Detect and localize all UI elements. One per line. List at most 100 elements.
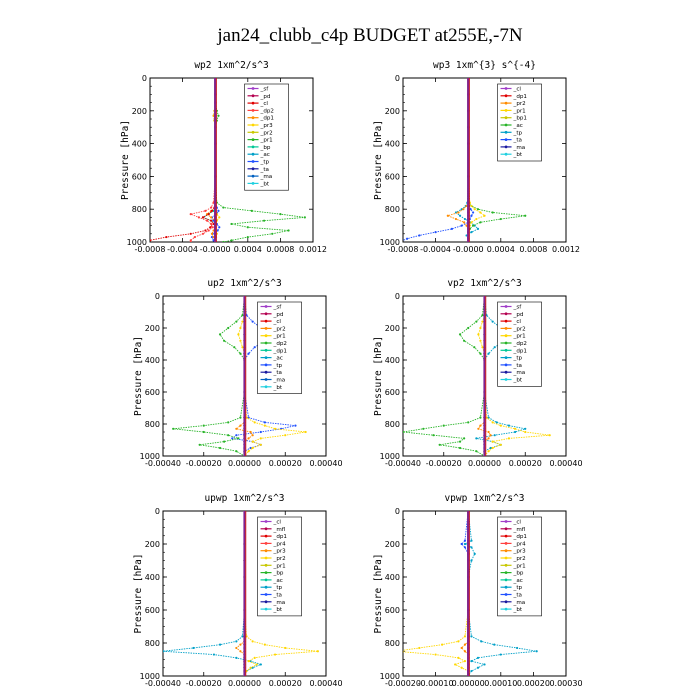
data-point bbox=[458, 446, 462, 450]
x-tick-label: -0.00040 bbox=[385, 459, 421, 468]
legend-marker bbox=[264, 327, 268, 330]
data-point bbox=[479, 326, 482, 330]
legend: _sf_pd_cl_pr2 _pr1_dp2_dp1 _tp_ta_ma _bt bbox=[497, 301, 542, 387]
data-point bbox=[251, 666, 254, 669]
data-point bbox=[237, 333, 240, 336]
data-point bbox=[479, 352, 482, 355]
legend-marker bbox=[504, 542, 508, 545]
data-point bbox=[462, 208, 465, 211]
y-tick-label: 800 bbox=[385, 420, 400, 429]
data-point bbox=[493, 346, 496, 349]
data-point bbox=[259, 437, 262, 440]
data-point bbox=[513, 427, 517, 430]
y-tick-label: 600 bbox=[145, 388, 160, 397]
data-point bbox=[239, 352, 242, 355]
legend-label: _bt bbox=[513, 152, 523, 158]
data-point bbox=[457, 211, 460, 214]
data-point bbox=[495, 421, 498, 424]
data-point bbox=[460, 666, 463, 669]
data-point bbox=[457, 640, 460, 643]
data-point bbox=[454, 217, 458, 221]
legend: _sf_pd_cl_pr2 _pr1_dp2_dp1 _ac_tp_ta _ma_bt bbox=[257, 301, 302, 394]
x-tick-label: 0.0008 bbox=[266, 245, 294, 254]
legend-label: _cl bbox=[273, 520, 282, 526]
y-tick-label: 400 bbox=[385, 140, 400, 149]
legend-marker bbox=[251, 145, 255, 149]
data-point bbox=[303, 216, 306, 219]
data-point bbox=[479, 221, 482, 224]
data-point bbox=[463, 339, 466, 342]
legend: _cl_dp1_pr2_pr1 _bp1_ac_tp _ta_ma_bt bbox=[497, 83, 542, 162]
data-point bbox=[172, 427, 175, 430]
data-point bbox=[463, 635, 467, 638]
legend-marker bbox=[251, 116, 255, 120]
data-point bbox=[150, 239, 152, 242]
x-tick-label: 0.0004 bbox=[234, 245, 262, 254]
data-point bbox=[212, 653, 216, 656]
panel-title: wp2 1xm^2/s^3 bbox=[194, 60, 268, 71]
data-point bbox=[403, 430, 405, 434]
legend-label: _pr2 bbox=[513, 556, 526, 562]
legend-marker bbox=[264, 305, 268, 308]
y-axis-label: Pressure [hPa] bbox=[133, 553, 144, 633]
legend-marker bbox=[504, 363, 508, 367]
data-point bbox=[239, 416, 242, 419]
data-point bbox=[491, 446, 494, 450]
data-point bbox=[218, 333, 222, 336]
legend-marker bbox=[504, 341, 508, 345]
data-point bbox=[230, 239, 233, 242]
legend-marker bbox=[251, 160, 255, 163]
data-point bbox=[210, 206, 213, 209]
x-tick-label: 0.00000 bbox=[468, 459, 501, 468]
y-tick-label: 200 bbox=[385, 540, 400, 549]
data-point bbox=[189, 240, 192, 242]
data-point bbox=[205, 213, 209, 216]
legend-marker bbox=[504, 130, 508, 134]
data-point bbox=[470, 635, 473, 638]
data-point bbox=[479, 211, 482, 214]
data-point bbox=[251, 446, 254, 450]
data-point bbox=[477, 333, 480, 336]
legend-label: _cl bbox=[273, 319, 282, 325]
y-tick-label: 600 bbox=[385, 388, 400, 397]
y-tick-label: 400 bbox=[385, 573, 400, 582]
legend-label: _ta bbox=[513, 138, 522, 144]
data-point bbox=[463, 650, 467, 653]
legend-label: _tp bbox=[260, 160, 270, 166]
legend-label: _pr3 bbox=[260, 123, 274, 129]
data-point bbox=[535, 650, 538, 653]
plot-area bbox=[150, 78, 306, 242]
y-tick-label: 600 bbox=[385, 606, 400, 615]
data-point bbox=[475, 450, 478, 453]
legend-marker bbox=[504, 356, 508, 359]
legend-marker bbox=[264, 312, 268, 316]
data-point bbox=[294, 424, 297, 427]
data-point bbox=[251, 640, 254, 643]
data-point bbox=[249, 430, 252, 434]
legend-label: _sf bbox=[260, 87, 270, 93]
legend-label: _sf bbox=[513, 305, 523, 311]
legend-label: _bp bbox=[513, 571, 524, 577]
x-tick-label: 0.00030 bbox=[549, 679, 582, 688]
y-tick-label: 200 bbox=[385, 324, 400, 333]
data-point bbox=[201, 232, 205, 235]
data-point bbox=[218, 446, 222, 450]
x-tick-label: -0.00020 bbox=[186, 679, 222, 688]
legend-marker bbox=[504, 123, 508, 127]
y-tick-label: 200 bbox=[385, 107, 400, 116]
x-tick-label: 0.00020 bbox=[509, 459, 542, 468]
legend-label: _pd bbox=[513, 312, 524, 318]
x-tick-label: -0.00010 bbox=[418, 679, 454, 688]
x-tick-label: 0.00040 bbox=[549, 459, 582, 468]
data-point bbox=[210, 222, 213, 226]
legend-label: _dp1 bbox=[513, 534, 528, 540]
data-point bbox=[273, 427, 277, 430]
y-tick-label: 0 bbox=[155, 507, 160, 516]
y-axis-label: Pressure [hPa] bbox=[120, 120, 131, 200]
data-point bbox=[438, 443, 441, 446]
legend-label: _cl bbox=[260, 101, 269, 107]
data-point bbox=[481, 346, 484, 349]
data-point bbox=[231, 437, 234, 440]
y-tick-label: 0 bbox=[155, 292, 160, 301]
